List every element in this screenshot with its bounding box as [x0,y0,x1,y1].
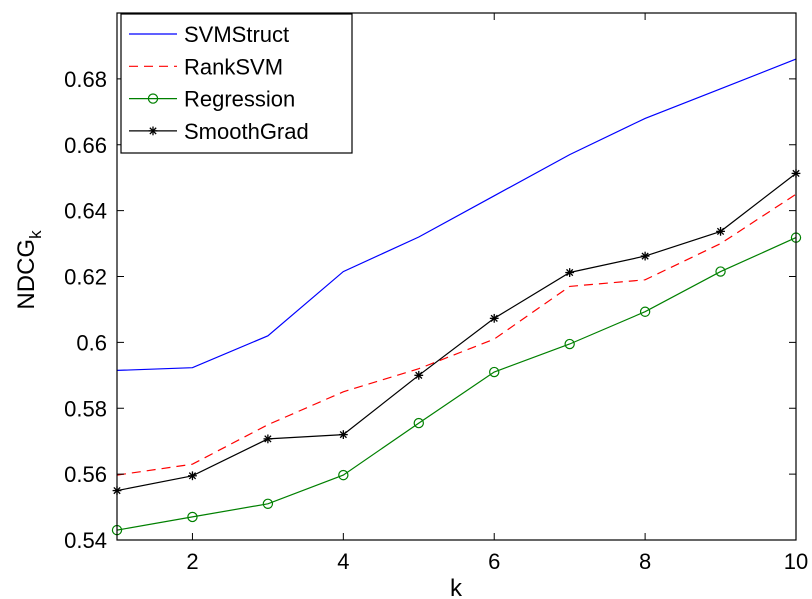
x-tick-label: 2 [186,549,198,574]
legend: SVMStruct RankSVM Regression SmoothGrad [120,13,353,154]
data-point-smoothgrad-stroke-4 [415,371,423,379]
data-point-smoothgrad-stroke-4 [264,435,272,443]
data-point-smoothgrad [263,434,273,444]
data-point-smoothgrad [716,226,725,236]
x-tick-label: 6 [488,549,500,574]
y-tick-label: 0.68 [64,67,107,92]
y-tick-label: 0.54 [64,528,107,553]
y-tick-label: 0.66 [64,133,107,158]
data-point-smoothgrad-stroke-4 [716,227,725,236]
series-line-regression [116,237,797,531]
data-point-regression [639,306,651,317]
series-smoothgrad [112,169,801,495]
data-point-smoothgrad [188,471,197,481]
legend-label-smoothgrad: SmoothGrad [184,119,309,144]
plot-area [111,58,802,536]
data-point-regression [187,511,198,523]
data-point-regression [262,498,274,509]
legend-marker-smoothgrad-stroke-4 [149,127,157,135]
series-regression [111,232,802,536]
data-point-smoothgrad [338,430,348,439]
series-line-svmstruct [116,58,797,371]
data-point-smoothgrad [565,268,575,277]
series-line-smoothgrad [116,172,797,492]
y-tick-label: 0.6 [76,330,107,355]
x-tick-label: 10 [784,549,808,574]
legend-box [120,13,353,154]
data-point-smoothgrad-stroke-4 [188,472,197,480]
data-point-smoothgrad-stroke-4 [339,430,347,439]
series-svmstruct [116,58,797,371]
data-point-smoothgrad-stroke-4 [566,268,574,277]
x-tick-label: 8 [639,549,651,574]
data-point-smoothgrad [640,251,650,261]
y-axis-label: NDCGk [13,230,45,310]
data-point-smoothgrad [414,370,424,380]
data-point-regression [489,366,500,378]
data-point-smoothgrad-stroke-4 [641,252,649,260]
y-axis-label-main: NDCG [13,239,40,310]
legend-marker-smoothgrad [148,126,158,136]
series-ranksvm [116,193,797,476]
y-tick-label: 0.62 [64,265,107,290]
legend-label-svmstruct: SVMStruct [184,22,289,47]
x-axis-label: k [450,575,463,599]
y-tick-label: 0.56 [64,462,107,487]
y-tick-label: 0.58 [64,396,107,421]
x-tick-label: 4 [337,549,349,574]
data-point-regression [338,469,349,481]
legend-label-ranksvm: RankSVM [184,54,283,79]
data-point-regression [564,338,575,350]
y-tick-label: 0.64 [64,199,107,224]
data-point-smoothgrad-stroke-4 [490,314,498,322]
series-line-ranksvm [116,193,797,476]
legend-label-regression: Regression [184,87,295,112]
y-axis-label-subscript: k [26,230,45,239]
legend-marker-regression [147,93,159,104]
data-point-regression [715,266,726,277]
data-point-regression [413,417,424,429]
data-point-smoothgrad [489,313,499,323]
axes: 2 4 6 8 10 0.54 0.56 0.58 0.6 0.62 0.64 0.66 0.68 [64,12,808,574]
